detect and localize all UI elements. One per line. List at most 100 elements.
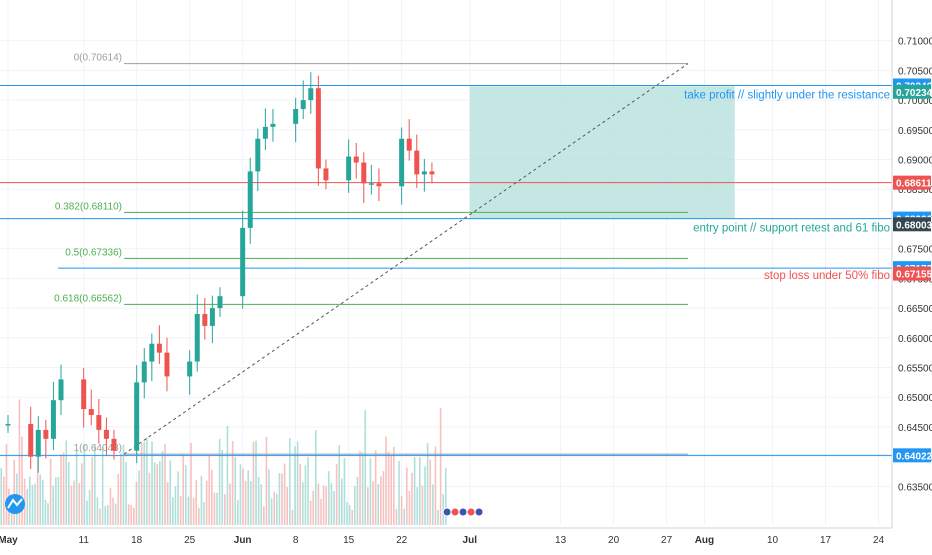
volume-bar <box>343 458 346 525</box>
time-tick-label: Aug <box>695 535 714 546</box>
volume-bar <box>419 457 421 525</box>
volume-bar <box>315 430 317 525</box>
volume-bar <box>424 466 426 525</box>
time-tick-label: 20 <box>608 535 620 546</box>
volume-bar <box>5 444 8 525</box>
volume-bar <box>26 488 29 525</box>
volume-bar <box>257 476 260 525</box>
volume-bar <box>416 487 419 525</box>
volume-bar <box>333 491 335 525</box>
volume-bar <box>208 455 211 525</box>
price-tick-label: 0.66000 <box>898 334 932 345</box>
candle-body <box>58 379 64 401</box>
volume-bar <box>200 475 203 525</box>
take-profit-zone[interactable] <box>469 86 735 219</box>
volume-bar <box>13 459 16 525</box>
volume-bar <box>133 507 135 525</box>
volume-bar <box>377 484 380 525</box>
time-tick-label: 13 <box>555 535 567 546</box>
volume-bar <box>380 476 382 525</box>
price-badge-label: 0.67155 <box>896 270 932 281</box>
volume-bar <box>242 468 244 525</box>
volume-bar <box>294 446 296 525</box>
price-badge-label: 0.68003 <box>896 220 932 231</box>
fib-level-label: 0(0.70614) <box>74 53 122 64</box>
volume-bar <box>276 493 278 525</box>
event-flag-icon[interactable] <box>458 507 468 517</box>
volume-bar <box>317 483 320 525</box>
candle-body <box>209 308 215 326</box>
volume-bar <box>151 441 153 525</box>
candle-body <box>315 88 321 169</box>
candle-body <box>346 156 352 181</box>
volume-bar <box>185 465 187 525</box>
time-tick-label: 17 <box>820 535 832 546</box>
volume-bar <box>91 456 94 525</box>
time-tick-label: 8 <box>293 535 299 546</box>
volume-bar <box>81 463 83 525</box>
volume-bar <box>250 481 252 525</box>
volume-bar <box>265 436 268 525</box>
volume-bar <box>125 462 127 525</box>
volume-bar <box>403 508 406 525</box>
fib-level-label: 0.382(0.68110) <box>55 201 122 212</box>
volume-bar <box>299 463 302 525</box>
candle-body <box>308 88 314 101</box>
volume-bar <box>143 442 146 525</box>
candle-body <box>187 361 193 377</box>
volume-bar <box>255 440 257 525</box>
volume-bar <box>411 472 413 525</box>
candle-body <box>353 156 359 163</box>
price-tick-label: 0.69500 <box>898 126 932 137</box>
volume-bar <box>382 471 385 525</box>
candle-body <box>262 126 268 139</box>
volume-bar <box>335 463 338 525</box>
volume-bar <box>229 483 231 525</box>
volume-bar <box>372 481 374 525</box>
volume-bar <box>307 456 309 525</box>
volume-bar <box>244 480 247 525</box>
price-tick-label: 0.63500 <box>898 482 932 493</box>
volume-bar <box>104 506 107 525</box>
volume-bar <box>341 478 343 525</box>
volume-bar <box>413 457 416 525</box>
candle-body <box>96 415 102 430</box>
volume-bar <box>320 498 322 525</box>
volume-bar <box>429 459 432 525</box>
candle-body <box>376 183 382 187</box>
candle-body <box>255 138 261 172</box>
volume-bar <box>174 486 177 525</box>
event-flag-icon[interactable] <box>474 507 484 517</box>
volume-bar <box>146 437 148 525</box>
volume-bar <box>83 444 86 525</box>
volume-bar <box>260 484 263 525</box>
volume-bar <box>354 486 356 525</box>
volume-bar <box>166 482 169 525</box>
price-tick-label: 0.66500 <box>898 304 932 315</box>
volume-bar <box>374 450 377 525</box>
volume-bar <box>18 399 21 525</box>
volume-bar <box>234 456 237 525</box>
volume-bar <box>198 507 200 525</box>
volume-bar <box>304 465 307 525</box>
price-badge <box>893 266 931 281</box>
volume-bar <box>86 500 88 525</box>
volume-bar <box>179 496 182 525</box>
volume-bar <box>21 436 23 525</box>
volume-bar <box>270 498 273 525</box>
volume-bar <box>78 483 81 525</box>
volume-bar <box>395 509 398 525</box>
event-flag-icon[interactable] <box>442 507 452 517</box>
time-tick-label: May <box>0 535 18 546</box>
volume-bar <box>252 441 255 525</box>
volume-bar <box>218 438 221 525</box>
volume-bar <box>107 505 109 525</box>
volume-bar <box>99 508 101 525</box>
event-flag-icon[interactable] <box>466 507 476 517</box>
fib-trend-line[interactable] <box>123 63 689 455</box>
event-flag-icon[interactable] <box>450 507 460 517</box>
volume-bar <box>39 474 42 525</box>
volume-bar <box>0 467 3 525</box>
volume-bar <box>426 442 429 525</box>
